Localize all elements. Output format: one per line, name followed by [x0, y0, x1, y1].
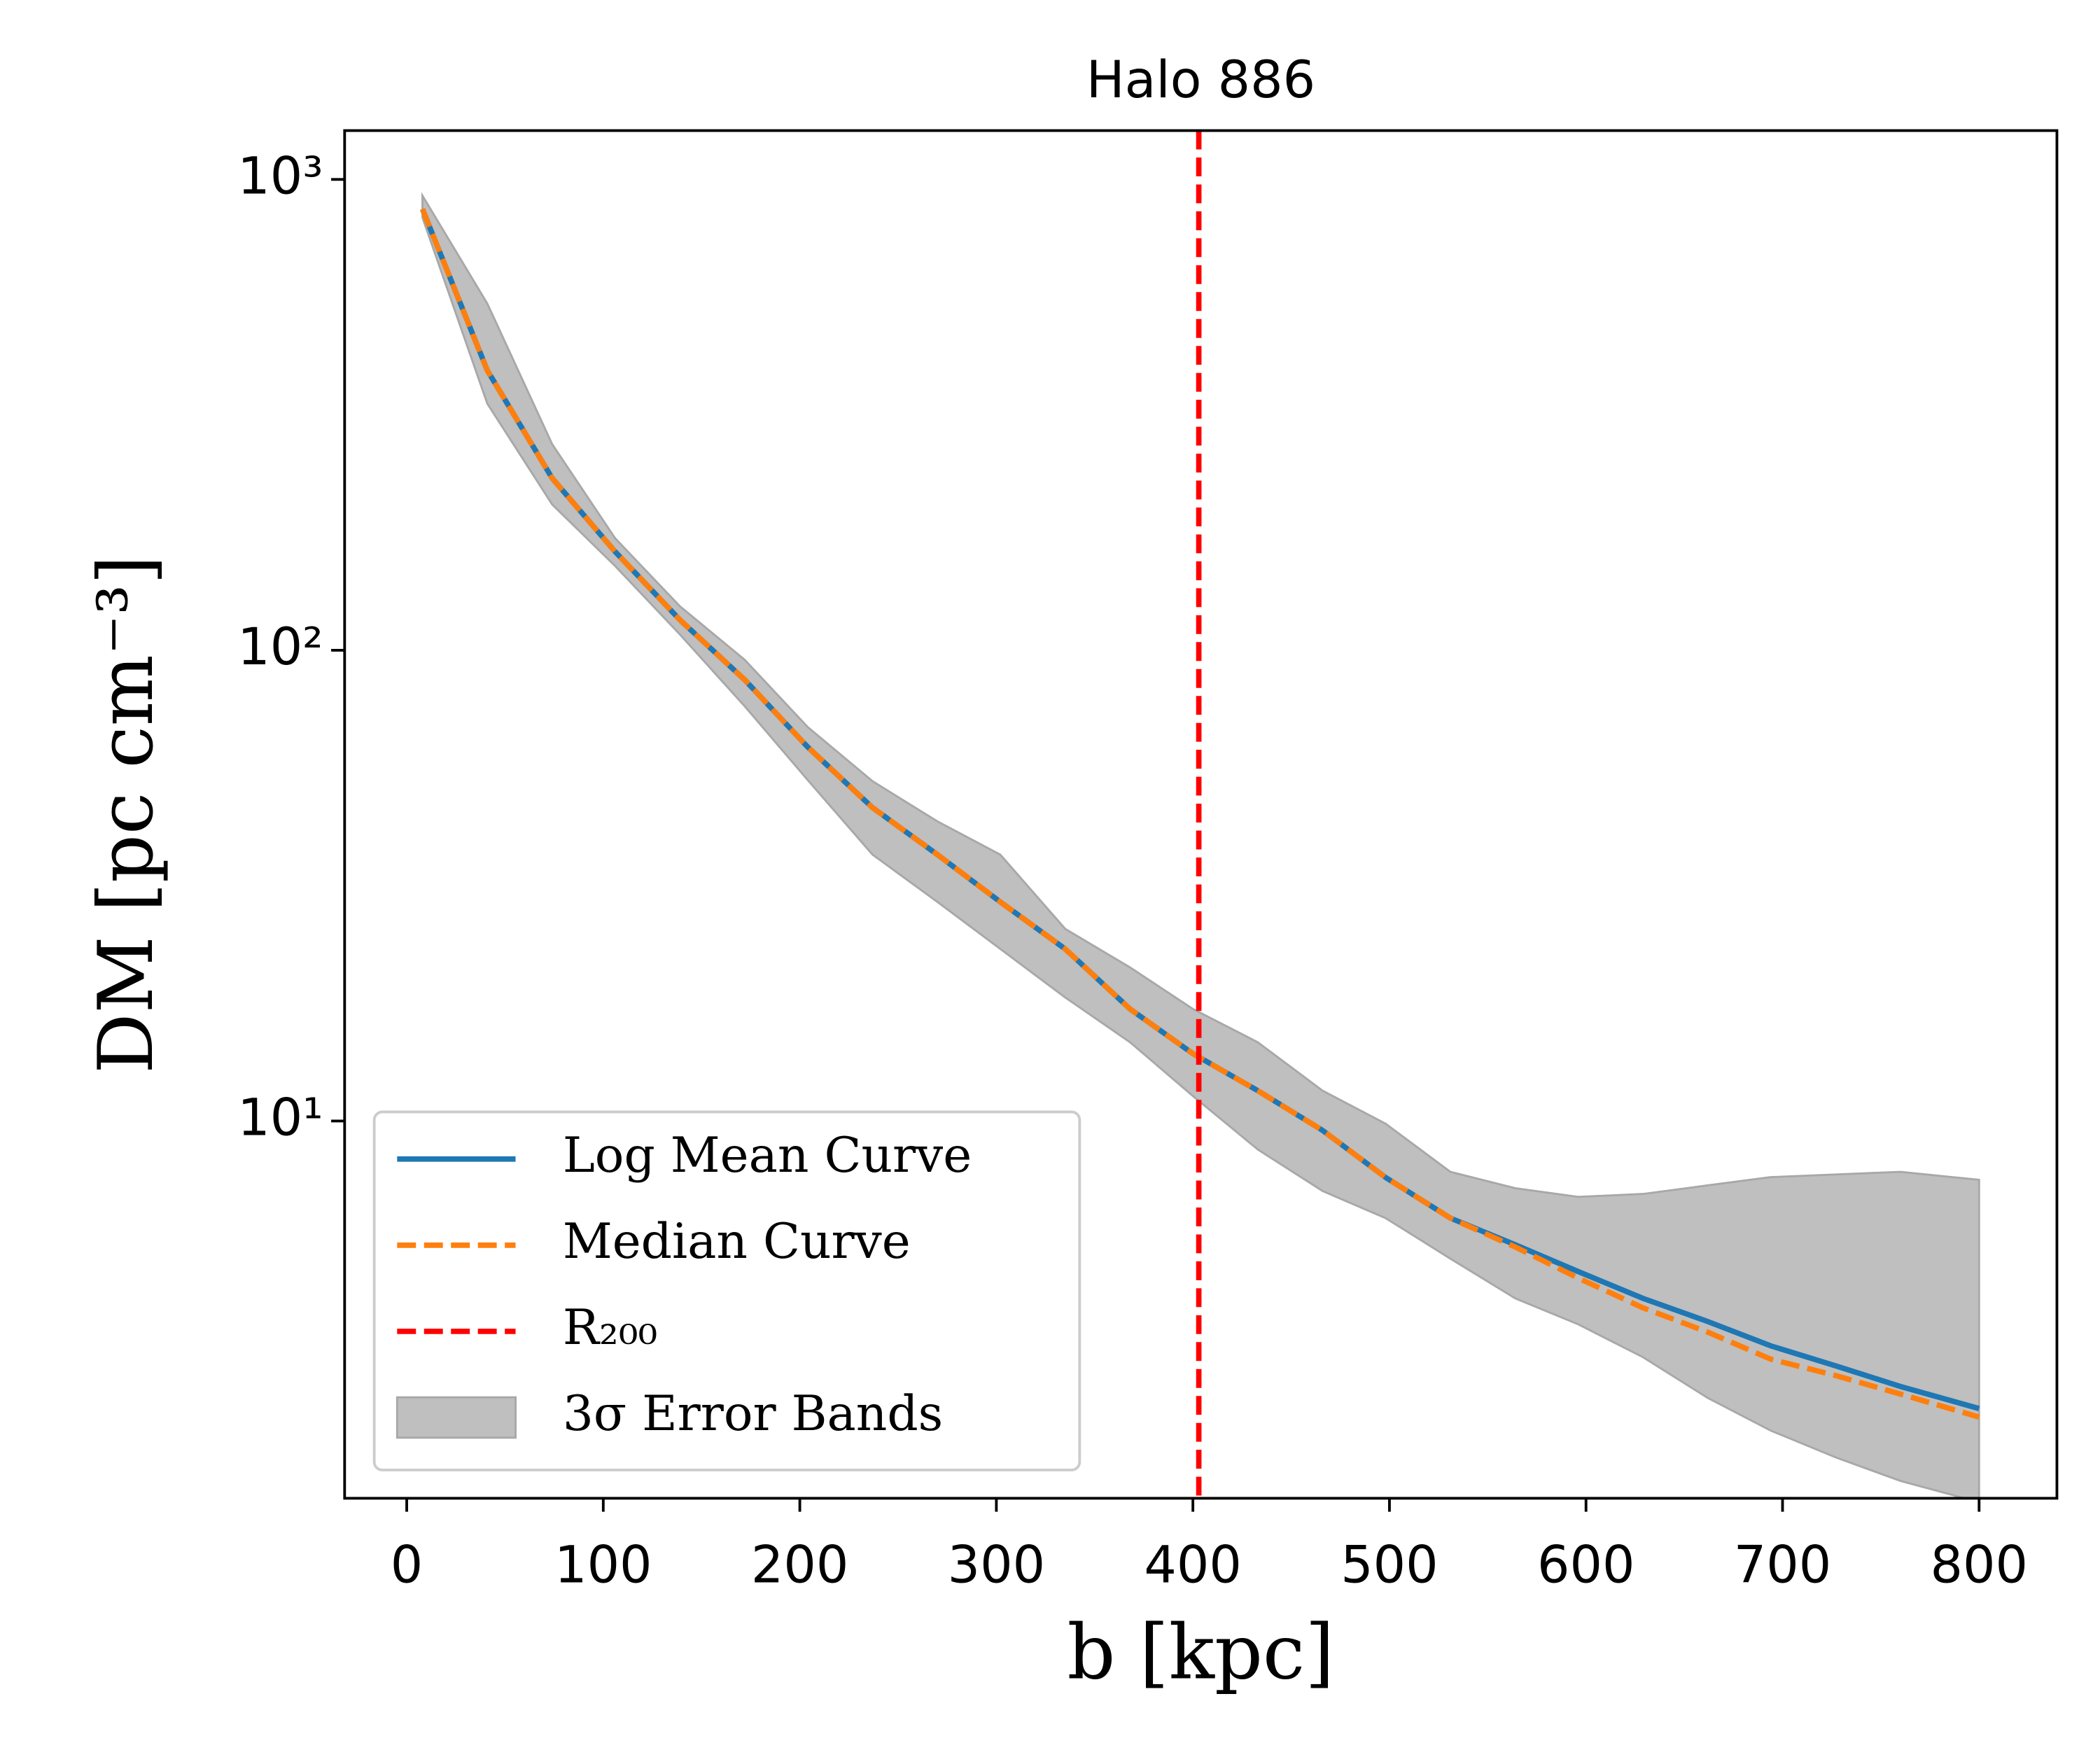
- legend-label: 3σ Error Bands: [563, 1386, 943, 1442]
- y-tick-label: 10²: [237, 617, 323, 677]
- chart-title: Halo 886: [1086, 50, 1315, 110]
- x-tick-label: 300: [948, 1535, 1045, 1595]
- y-tick-label: 10³: [237, 146, 323, 206]
- x-tick-label: 200: [751, 1535, 848, 1595]
- legend-box: [372, 1110, 1082, 1471]
- plot-frame: [343, 129, 2059, 1500]
- x-tick-label: 500: [1340, 1535, 1438, 1595]
- y-axis-label: DM [pc cm⁻³]: [83, 555, 170, 1074]
- legend-label: R₂₀₀: [563, 1300, 657, 1356]
- x-tick-label: 600: [1537, 1535, 1634, 1595]
- legend: Log Mean Curve Median Curve R₂₀₀ 3σ Error B…: [372, 1110, 1082, 1471]
- error-band: [421, 192, 1980, 1499]
- x-tick-label: 0: [391, 1535, 423, 1595]
- y-tick-label: 10¹: [237, 1088, 323, 1147]
- x-axis-label: b [kpc]: [1068, 1609, 1335, 1697]
- x-tick-label: 700: [1734, 1535, 1831, 1595]
- series-line: [419, 208, 1980, 1420]
- legend-label: Log Mean Curve: [563, 1128, 972, 1184]
- x-tick-label: 400: [1144, 1535, 1241, 1595]
- legend-label: Median Curve: [563, 1214, 911, 1270]
- x-tick-label: 100: [554, 1535, 652, 1595]
- legend-handle: [396, 1396, 517, 1439]
- x-tick-label: 800: [1931, 1535, 2028, 1595]
